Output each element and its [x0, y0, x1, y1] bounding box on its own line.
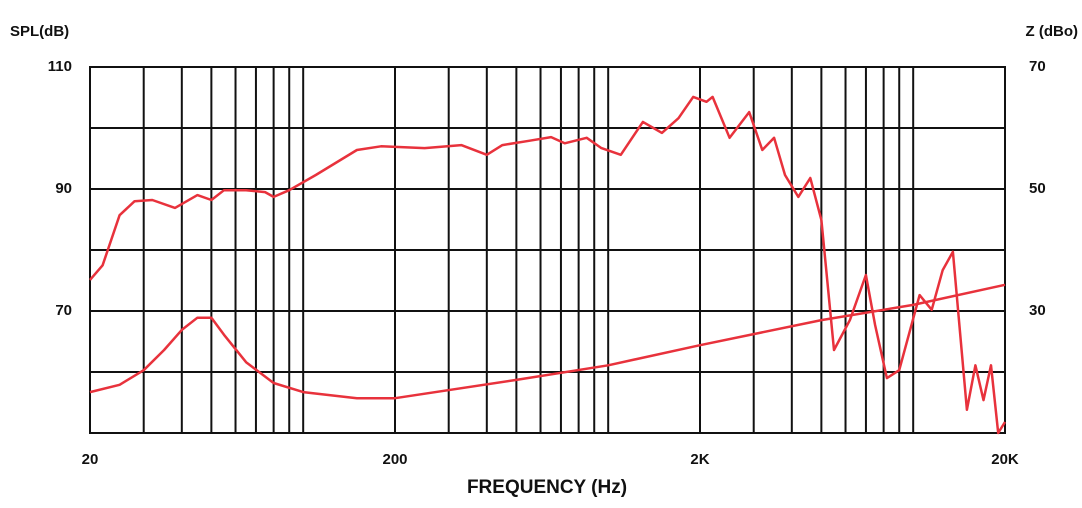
y2-tick-label: 30 — [1029, 302, 1046, 319]
y2-axis-label: Z (dBo) — [1026, 23, 1078, 40]
series-line — [89, 95, 1007, 435]
y-axis-label: SPL(dB) — [10, 23, 69, 40]
y2-tick-label: 50 — [1029, 180, 1046, 197]
x-tick-label: 2K — [690, 451, 709, 468]
y-tick-label: 70 — [55, 302, 72, 319]
x-tick-label: 20 — [82, 451, 99, 468]
series-line — [89, 283, 1006, 400]
y-tick-label: 110 — [48, 58, 72, 75]
y-tick-label: 90 — [55, 180, 72, 197]
x-tick-label: 200 — [382, 451, 407, 468]
x-axis-label: FREQUENCY (Hz) — [467, 477, 627, 498]
plot-frame — [89, 66, 1006, 434]
x-tick-label: 20K — [991, 451, 1019, 468]
y2-tick-label: 70 — [1029, 58, 1046, 75]
